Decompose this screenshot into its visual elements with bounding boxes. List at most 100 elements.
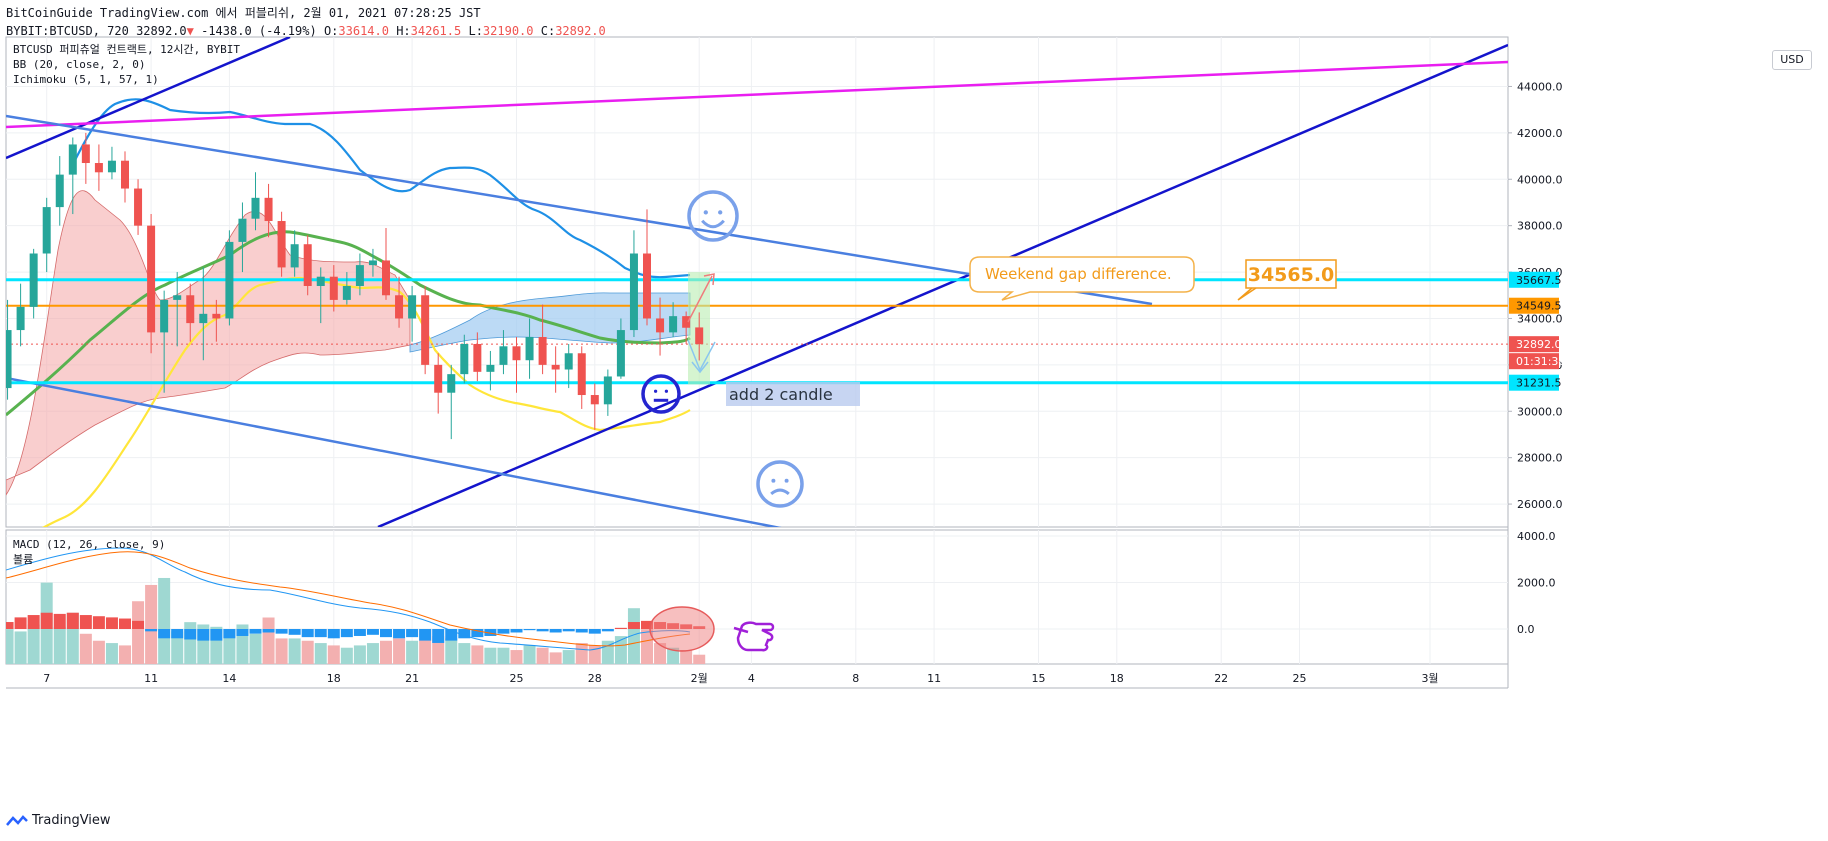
macd-histogram-bar [641, 620, 653, 629]
volume-bar [132, 601, 145, 664]
gap-value-pointer [1237, 287, 1257, 301]
macd-histogram-bar [366, 629, 379, 635]
price-axis-label: 35667.5 [1509, 271, 1562, 288]
volume-bar [314, 643, 327, 664]
x-tick-label: 4 [748, 672, 755, 685]
macd-histogram-bar [301, 629, 314, 638]
volume-bar [92, 640, 105, 664]
candle-up [225, 241, 234, 319]
candle-down [643, 253, 651, 319]
macd-histogram-bar [432, 629, 445, 643]
candle-up [669, 316, 678, 333]
x-tick-label: 2월 [691, 672, 708, 685]
macd-highlight-ellipse [649, 606, 715, 652]
volume-bar [14, 631, 27, 664]
x-tick-label: 15 [1032, 672, 1046, 685]
candle-down [186, 295, 195, 324]
tradingview-logo[interactable]: TradingView [6, 813, 111, 828]
macd-histogram-bar [327, 629, 340, 639]
price-tick-label: 28000.0 [1517, 452, 1563, 465]
macd-histogram-bar [262, 629, 275, 633]
macd-tick-label: 2000.0 [1517, 577, 1556, 590]
down-arrow-icon: ▼ [186, 24, 194, 38]
legend-volume: 볼륨 [13, 553, 33, 566]
candle-up [603, 376, 612, 405]
x-tick-label: 8 [852, 672, 859, 685]
volume-bar [641, 629, 653, 664]
price-change: -1438.0 (-4.19%) [201, 24, 317, 38]
currency-button[interactable]: USD [1772, 50, 1812, 70]
price-axis-label-bg [1509, 353, 1559, 370]
candle-down [277, 221, 286, 268]
candle-up [486, 364, 495, 372]
candle-up [55, 174, 64, 208]
volume-bar [262, 617, 275, 664]
price-tick-label: 26000.0 [1517, 498, 1563, 511]
x-tick-label: 18 [1110, 672, 1124, 685]
volume-bar [275, 638, 288, 664]
macd-histogram-bar [510, 629, 523, 633]
macd-tick-label: 4000.0 [1517, 530, 1556, 543]
candle-down [134, 188, 143, 226]
volume-bar [536, 647, 549, 664]
macd-histogram-bar [275, 629, 288, 634]
macd-plot [6, 530, 1508, 664]
macd-histogram-bar [79, 615, 92, 629]
volume-bar [458, 643, 471, 664]
close-value: 32892.0 [555, 24, 606, 38]
macd-histogram-bar [197, 629, 210, 641]
candle-up [42, 207, 51, 254]
price-axis-label-text: 34549.5 [1516, 300, 1562, 313]
macd-histogram-bar [601, 629, 614, 632]
macd-histogram-bar [340, 629, 353, 638]
price-axis-label: 34549.5 [1509, 297, 1562, 314]
x-tick-label: 28 [588, 672, 602, 685]
macd-histogram-bar [14, 617, 27, 629]
macd-histogram-bar [588, 629, 601, 634]
candle-down [695, 327, 704, 345]
volume-bar [249, 633, 262, 664]
price-tick-label: 44000.0 [1517, 80, 1563, 93]
volume-bar [145, 584, 158, 664]
candle-down [147, 225, 156, 333]
macd-histogram-bar [523, 629, 536, 631]
price-axis-label-bg [1509, 374, 1559, 391]
price-tick-label: 34000.0 [1517, 312, 1563, 325]
bb-lower-band [42, 276, 691, 527]
x-tick-label: 11 [927, 672, 941, 685]
candle-up [316, 276, 325, 286]
volume-bar [327, 645, 340, 664]
candle-up [460, 343, 469, 375]
close-label: C: [540, 24, 556, 38]
volume-bar [340, 647, 353, 664]
volume-bar [484, 647, 497, 664]
candle-up [355, 265, 364, 286]
candle-down [682, 316, 691, 328]
tradingview-logo-icon [6, 814, 28, 826]
open-value: 33614.0 [338, 24, 389, 38]
candle-up [408, 295, 417, 319]
brand-name: TradingView [32, 813, 111, 828]
candle-down [473, 343, 482, 372]
macd-histogram-bar [445, 629, 458, 641]
candle-up [564, 353, 573, 370]
volume-bar [119, 645, 131, 664]
macd-histogram-bar [562, 629, 575, 632]
price-axis-label-text: 32892.0 [1516, 338, 1562, 351]
candle-down [538, 337, 547, 365]
high-label: H: [396, 24, 411, 38]
candle-up [107, 160, 116, 173]
candle-down [656, 318, 665, 333]
candle-up [525, 337, 534, 361]
macd-histogram-bar [171, 629, 184, 639]
gap-value-text: 34565.0 [1248, 264, 1335, 286]
price-axis-label-text: 31231.5 [1516, 377, 1562, 390]
macd-histogram-bar [184, 629, 197, 640]
macd-histogram-bar [314, 629, 327, 638]
pointing-hand-finger [733, 626, 749, 634]
volume-bar [79, 633, 92, 664]
candle-up [238, 218, 247, 242]
macd-histogram-bar [92, 616, 105, 629]
macd-histogram-bar [223, 629, 236, 639]
